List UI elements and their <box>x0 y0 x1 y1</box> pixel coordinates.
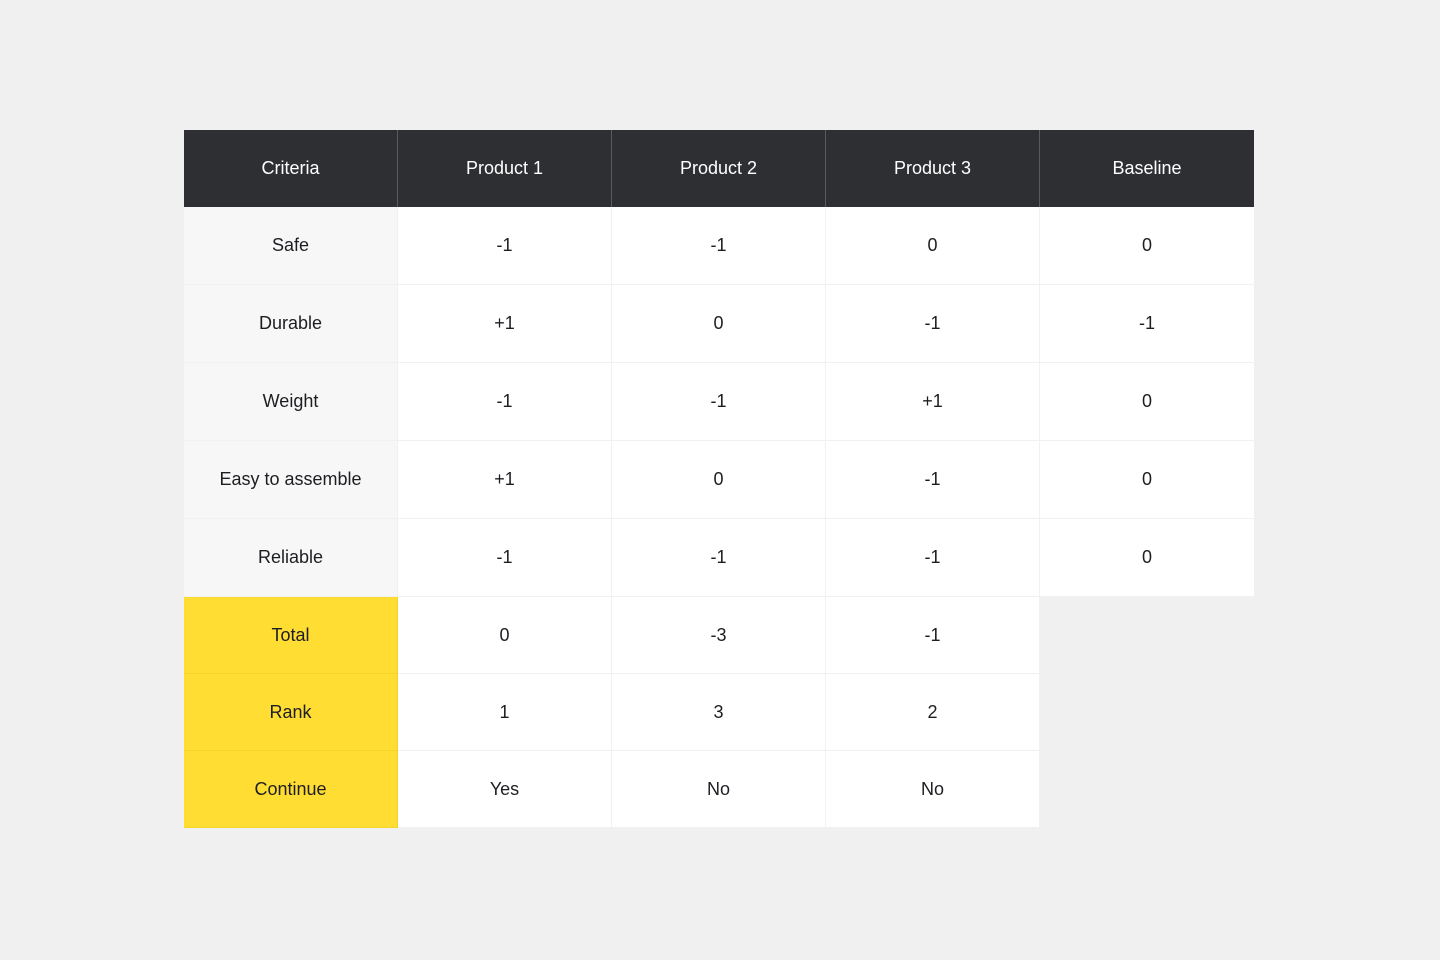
criteria-label: Easy to assemble <box>184 441 398 519</box>
summary-label: Continue <box>184 751 398 828</box>
total-cell: -1 <box>826 597 1040 674</box>
baseline-cell: 0 <box>1040 441 1254 519</box>
baseline-cell: -1 <box>1040 285 1254 363</box>
criteria-row-weight: Weight -1 -1 +1 0 <box>184 363 1256 441</box>
rank-cell: 3 <box>612 674 826 751</box>
header-product-1: Product 1 <box>398 130 612 207</box>
score-cell: 0 <box>612 285 826 363</box>
baseline-cell: 0 <box>1040 207 1254 285</box>
rank-cell: 1 <box>398 674 612 751</box>
summary-label: Rank <box>184 674 398 751</box>
score-cell: +1 <box>826 363 1040 441</box>
score-cell: 0 <box>612 441 826 519</box>
criteria-row-durable: Durable +1 0 -1 -1 <box>184 285 1256 363</box>
total-cell: 0 <box>398 597 612 674</box>
total-cell: -3 <box>612 597 826 674</box>
empty-cell <box>1040 751 1254 828</box>
criteria-row-reliable: Reliable -1 -1 -1 0 <box>184 519 1256 597</box>
score-cell: -1 <box>612 363 826 441</box>
pugh-matrix: Criteria Product 1 Product 2 Product 3 B… <box>184 130 1256 828</box>
score-cell: -1 <box>398 519 612 597</box>
criteria-row-safe: Safe -1 -1 0 0 <box>184 207 1256 285</box>
summary-row-rank: Rank 1 3 2 <box>184 674 1256 751</box>
header-product-3: Product 3 <box>826 130 1040 207</box>
score-cell: -1 <box>826 519 1040 597</box>
continue-cell: No <box>826 751 1040 828</box>
empty-cell <box>1040 674 1254 751</box>
criteria-row-easy-to-assemble: Easy to assemble +1 0 -1 0 <box>184 441 1256 519</box>
score-cell: -1 <box>398 207 612 285</box>
baseline-cell: 0 <box>1040 519 1254 597</box>
baseline-cell: 0 <box>1040 363 1254 441</box>
summary-row-total: Total 0 -3 -1 <box>184 597 1256 674</box>
score-cell: +1 <box>398 285 612 363</box>
criteria-label: Reliable <box>184 519 398 597</box>
summary-label: Total <box>184 597 398 674</box>
header-criteria: Criteria <box>184 130 398 207</box>
header-product-2: Product 2 <box>612 130 826 207</box>
continue-cell: No <box>612 751 826 828</box>
criteria-label: Weight <box>184 363 398 441</box>
score-cell: -1 <box>612 207 826 285</box>
score-cell: -1 <box>612 519 826 597</box>
continue-cell: Yes <box>398 751 612 828</box>
empty-cell <box>1040 597 1254 674</box>
score-cell: -1 <box>826 285 1040 363</box>
criteria-label: Safe <box>184 207 398 285</box>
criteria-label: Durable <box>184 285 398 363</box>
rank-cell: 2 <box>826 674 1040 751</box>
score-cell: -1 <box>826 441 1040 519</box>
score-cell: -1 <box>398 363 612 441</box>
score-cell: 0 <box>826 207 1040 285</box>
summary-row-continue: Continue Yes No No <box>184 751 1256 828</box>
header-baseline: Baseline <box>1040 130 1254 207</box>
header-row: Criteria Product 1 Product 2 Product 3 B… <box>184 130 1256 207</box>
score-cell: +1 <box>398 441 612 519</box>
